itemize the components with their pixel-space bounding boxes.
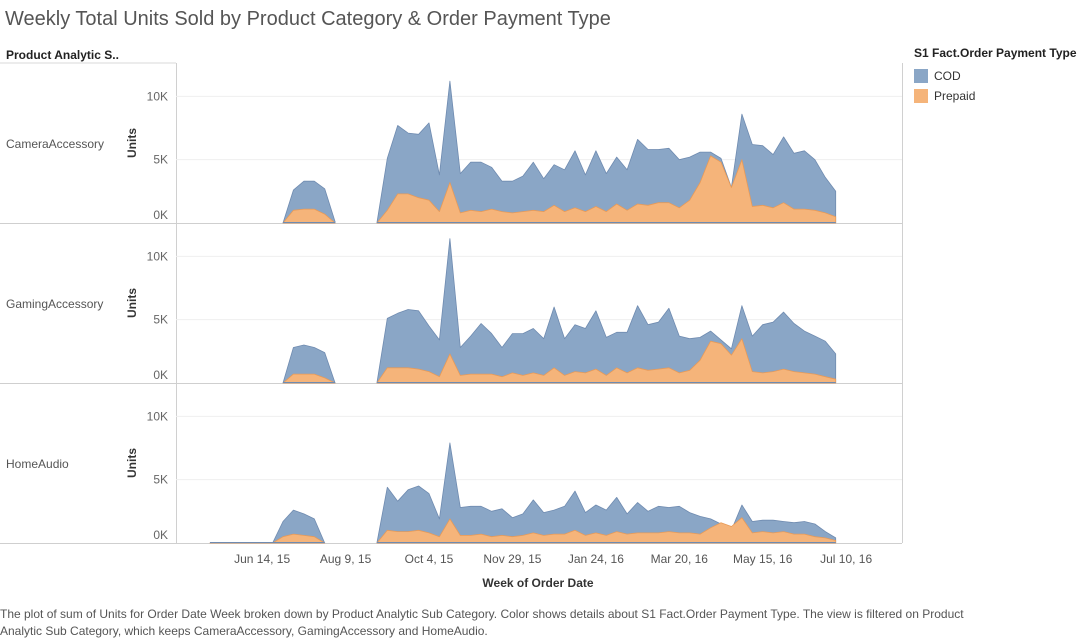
color-legend: S1 Fact.Order Payment Type COD Prepaid bbox=[914, 46, 1077, 106]
y-tick-label: 5K bbox=[153, 153, 168, 167]
legend-item-prepaid[interactable]: Prepaid bbox=[914, 86, 1077, 106]
x-axis-title: Week of Order Date bbox=[482, 576, 593, 590]
row-label-cameraaccessory[interactable]: CameraAccessory bbox=[6, 137, 104, 151]
row-dimension-header[interactable]: Product Analytic S.. bbox=[6, 48, 119, 62]
y-tick-label: 5K bbox=[153, 313, 168, 327]
area-prepaid-homeaudio-1[interactable] bbox=[376, 517, 837, 544]
row-label-gamingaccessory[interactable]: GamingAccessory bbox=[6, 297, 103, 311]
x-tick-label: Jan 24, 16 bbox=[568, 552, 624, 566]
panel-gamingaccessory: GamingAccessory Units 0K 5K 10K bbox=[0, 238, 902, 384]
area-chart: CameraAccessory Units0K5K10KGamingAccesso… bbox=[0, 62, 903, 590]
legend-label-prepaid: Prepaid bbox=[934, 89, 976, 103]
x-tick-label: Mar 20, 16 bbox=[651, 552, 709, 566]
x-tick-label: Nov 29, 15 bbox=[483, 552, 541, 566]
chart-caption: The plot of sum of Units for Order Date … bbox=[0, 607, 964, 638]
y-tick-label: 10K bbox=[147, 409, 168, 423]
x-tick-label: May 15, 16 bbox=[733, 552, 793, 566]
legend-title: S1 Fact.Order Payment Type bbox=[914, 46, 1077, 60]
y-tick-label: 0K bbox=[153, 528, 168, 542]
legend-swatch-cod bbox=[914, 69, 928, 83]
area-prepaid-cameraaccessory-1[interactable] bbox=[376, 155, 837, 224]
y-tick-label: 5K bbox=[153, 473, 168, 487]
y-tick-label: 0K bbox=[153, 368, 168, 382]
y-tick-label: 10K bbox=[147, 89, 168, 103]
area-prepaid-gamingaccessory-1[interactable] bbox=[376, 338, 837, 384]
area-cod-gamingaccessory-1[interactable] bbox=[376, 238, 837, 384]
x-tick-label: Jul 10, 16 bbox=[820, 552, 872, 566]
legend-label-cod: COD bbox=[934, 69, 961, 83]
x-tick-label: Jun 14, 15 bbox=[234, 552, 290, 566]
y-tick-label: 0K bbox=[153, 208, 168, 222]
legend-item-cod[interactable]: COD bbox=[914, 66, 1077, 86]
y-axis-title: Units bbox=[125, 288, 139, 318]
x-tick-label: Oct 4, 15 bbox=[405, 552, 454, 566]
legend-swatch-prepaid bbox=[914, 89, 928, 103]
chart-title: Weekly Total Units Sold by Product Categ… bbox=[5, 8, 611, 30]
x-tick-label: Aug 9, 15 bbox=[320, 552, 372, 566]
panel-cameraaccessory: CameraAccessory Units 0K 5K 10K bbox=[0, 80, 902, 224]
area-cod-homeaudio-1[interactable] bbox=[376, 442, 837, 544]
y-tick-label: 10K bbox=[147, 249, 168, 263]
y-axis-title: Units bbox=[125, 128, 139, 158]
panel-homeaudio: HomeAudio Units 0K 5K 10K bbox=[0, 409, 902, 544]
y-axis-title: Units bbox=[125, 448, 139, 478]
row-label-homeaudio[interactable]: HomeAudio bbox=[6, 457, 69, 471]
x-axis: Jun 14, 15 Aug 9, 15 Oct 4, 15 Nov 29, 15 Ja… bbox=[234, 552, 872, 590]
